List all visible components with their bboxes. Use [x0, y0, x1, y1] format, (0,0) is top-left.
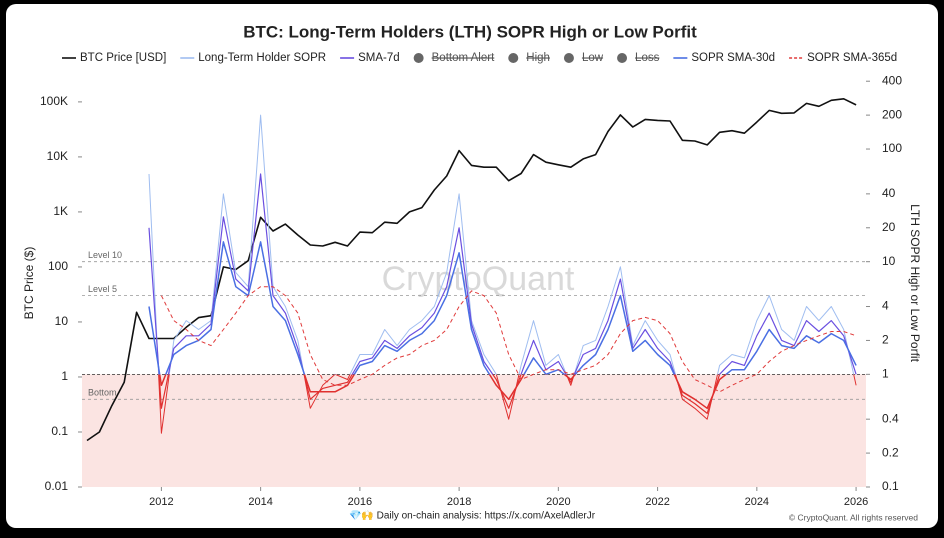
legend-label: Bottom Alert — [432, 52, 495, 64]
y2-axis-title: LTH SOPR High or Low Porfit — [908, 204, 922, 362]
level-label: Bottom — [88, 388, 117, 398]
x-tick-label: 2018 — [447, 496, 471, 508]
legend-label: Long-Term Holder SOPR — [198, 52, 326, 64]
y-tick-label: 1 — [61, 369, 68, 383]
y-tick-label: 100K — [40, 94, 68, 108]
y2-tick-label: 4 — [882, 299, 889, 313]
y-axis-title: BTC Price ($) — [22, 247, 36, 320]
chart-title: BTC: Long-Term Holders (LTH) SOPR High o… — [243, 22, 697, 41]
y2-tick-label: 0.2 — [882, 445, 899, 459]
legend-label: High — [526, 52, 550, 64]
legend-marker — [508, 53, 519, 63]
legend-label: Low — [582, 52, 604, 64]
y2-tick-label: 2 — [882, 333, 889, 347]
legend-marker — [563, 53, 574, 63]
y2-tick-label: 400 — [882, 73, 902, 87]
y-tick-label: 1K — [53, 204, 68, 218]
y2-tick-label: 10 — [882, 254, 896, 268]
x-tick-label: 2012 — [149, 496, 173, 508]
watermark: CryptoQuant — [382, 260, 575, 298]
series-line — [148, 241, 857, 410]
y-tick-label: 10K — [47, 149, 68, 163]
x-tick-label: 2014 — [248, 496, 272, 508]
y2-tick-label: 20 — [882, 220, 896, 234]
level-label: Level 10 — [88, 250, 122, 260]
series-line — [148, 173, 857, 414]
legend-label: BTC Price [USD] — [80, 52, 166, 64]
footer-link[interactable]: 💎🙌 Daily on-chain analysis: https://x.co… — [349, 510, 596, 522]
y2-tick-label: 0.4 — [882, 411, 899, 425]
y2-tick-label: 100 — [882, 141, 902, 155]
x-tick-label: 2022 — [645, 496, 669, 508]
y-tick-label: 0.1 — [51, 424, 68, 438]
series-line — [148, 114, 857, 434]
y2-tick-label: 1 — [882, 367, 889, 381]
legend-marker — [617, 53, 628, 63]
level-label: Level 5 — [88, 284, 117, 294]
legend-label: SMA-7d — [358, 52, 400, 64]
copyright: © CryptoQuant. All rights reserved — [789, 512, 918, 522]
loss-zone — [82, 374, 866, 487]
series-line — [160, 286, 857, 393]
y-tick-label: 100 — [48, 259, 68, 273]
x-tick-label: 2024 — [745, 496, 769, 508]
x-tick-label: 2016 — [348, 496, 372, 508]
legend-marker — [413, 53, 424, 63]
legend-label: SOPR SMA-30d — [691, 52, 775, 64]
y-tick-label: 0.01 — [45, 479, 69, 493]
y2-tick-label: 40 — [882, 186, 896, 200]
y-tick-label: 10 — [55, 314, 69, 328]
x-tick-label: 2026 — [844, 496, 868, 508]
x-tick-label: 2020 — [546, 496, 570, 508]
legend-label: Loss — [635, 52, 660, 64]
y2-tick-label: 0.1 — [882, 479, 899, 493]
y2-tick-label: 200 — [882, 107, 902, 121]
legend-label: SOPR SMA-365d — [807, 52, 897, 64]
